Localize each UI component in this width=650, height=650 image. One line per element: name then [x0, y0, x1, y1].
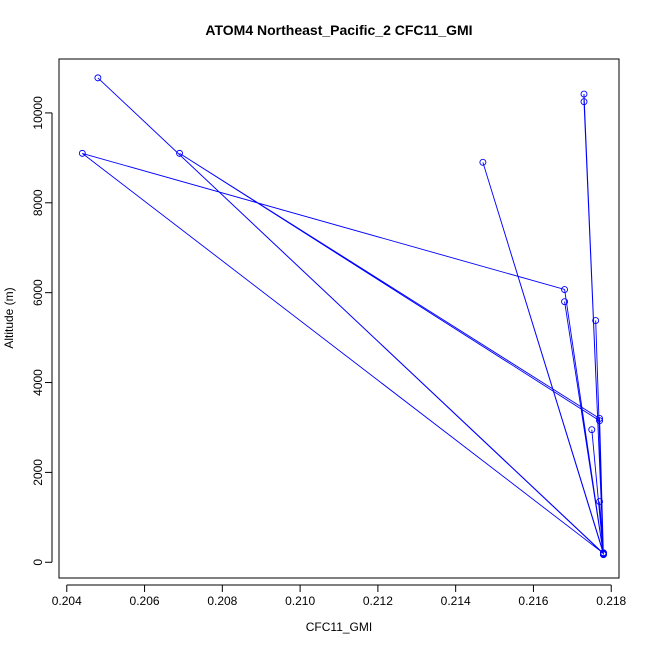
- x-axis: 0.204 0.206 0.208 0.210 0.212 0.214 0.216 0.218: [52, 584, 627, 608]
- data-point: [599, 550, 607, 558]
- y-tick-label: 6000: [31, 279, 45, 306]
- y-tick-label: 2000: [31, 459, 45, 486]
- data-point: [596, 417, 604, 425]
- x-tick-label: 0.210: [285, 594, 315, 608]
- y-axis: 0 2000 4000 6000 8000 10000: [31, 96, 53, 566]
- x-tick-label: 0.214: [441, 594, 471, 608]
- data-point: [596, 415, 604, 422]
- x-tick-label: 0.208: [207, 594, 237, 608]
- y-tick-label: 8000: [31, 189, 45, 216]
- y-tick-label: 0: [31, 559, 45, 566]
- x-axis-label: CFC11_GMI: [306, 620, 372, 634]
- y-axis-label: Altitude (m): [2, 287, 16, 348]
- data-point: [580, 90, 588, 98]
- data-point: [94, 74, 102, 82]
- y-tick-label: 10000: [31, 96, 45, 130]
- series-line: [82, 77, 604, 555]
- x-tick-label: 0.204: [52, 594, 82, 608]
- x-tick-label: 0.206: [130, 594, 160, 608]
- data-point: [561, 286, 569, 293]
- plot-frame: [58, 58, 620, 579]
- data-point: [588, 426, 596, 434]
- data-point: [596, 498, 604, 506]
- data-point: [592, 317, 600, 324]
- y-tick-label: 4000: [31, 369, 45, 396]
- x-tick-label: 0.212: [363, 594, 393, 608]
- data-point: [580, 98, 588, 106]
- plot-area: [58, 58, 620, 579]
- x-tick-label: 0.216: [518, 594, 548, 608]
- chart-title: ATOM4 Northeast_Pacific_2 CFC11_GMI: [205, 22, 472, 38]
- x-tick-label: 0.218: [596, 594, 626, 608]
- data-point: [78, 149, 86, 157]
- data-point: [561, 298, 569, 306]
- data-point: [176, 149, 184, 157]
- data-point: [479, 158, 487, 166]
